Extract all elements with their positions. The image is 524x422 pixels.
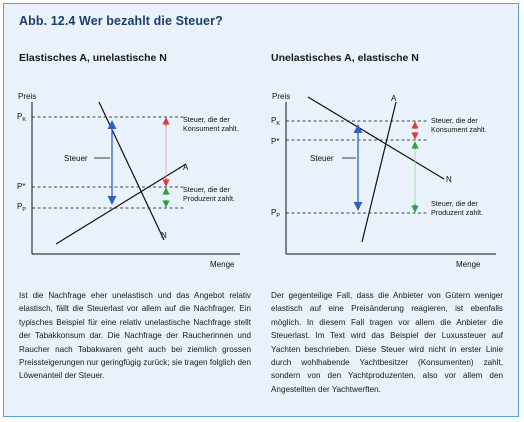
right-consumer-note-line2: Konsument zahlt. [431,125,487,134]
right-demand-curve [307,96,445,180]
left-tax-diagram: Preis Menge PK P* PP A N Steuer Steuer, … [17,92,240,269]
right-producer-note-line1: Steuer, die der [431,199,478,208]
right-price-equilibrium-label: P* [271,137,279,146]
right-explanation-text: Der gegenteilige Fall, dass die Anbieter… [271,291,503,394]
left-tax-label: Steuer [64,154,88,163]
left-panel-title: Elastisches A, unelastische N [19,52,167,64]
right-tax-label: Steuer [310,154,334,163]
right-demand-label: N [446,175,452,184]
left-price-producer-label: PP [17,202,26,213]
right-supply-curve [361,101,397,243]
left-price-equilibrium-label: P* [17,182,25,191]
right-consumer-note-line1: Steuer, die der [431,116,478,125]
left-demand-label: N [161,231,167,240]
figure-box [3,3,519,417]
left-explanation-text: Ist die Nachfrage eher unelastisch und d… [19,291,251,381]
left-price-guides [32,116,184,209]
left-consumer-note-line1: Steuer, die der [183,115,230,124]
left-axes [31,102,240,255]
left-supply-curve [55,163,187,245]
right-tax-diagram: Preis Menge PK P* PP A N Steuer Steuer, … [271,92,496,269]
left-demand-curve [98,101,165,241]
left-price-consumer-label: PK [17,112,26,123]
right-y-axis-label: Preis [272,92,290,101]
right-price-producer-label: PP [271,208,280,219]
right-axes [285,102,496,255]
right-panel-title: Unelastisches A, elastische N [271,52,419,64]
left-consumer-note-line2: Konsument zahlt. [183,124,239,133]
left-supply-label: A [183,163,189,172]
right-producer-note-line2: Produzent zahlt. [431,208,483,217]
left-producer-note-line2: Produzent zahlt. [183,194,235,203]
right-price-guides [286,120,428,214]
left-y-axis-label: Preis [18,92,36,101]
right-price-consumer-label: PK [271,116,280,127]
left-x-axis-label: Menge [210,260,235,269]
figure-title: Abb. 12.4 Wer bezahlt die Steuer? [19,14,223,28]
left-producer-note-line1: Steuer, die der [183,185,230,194]
right-x-axis-label: Menge [456,260,481,269]
right-supply-label: A [391,94,397,103]
